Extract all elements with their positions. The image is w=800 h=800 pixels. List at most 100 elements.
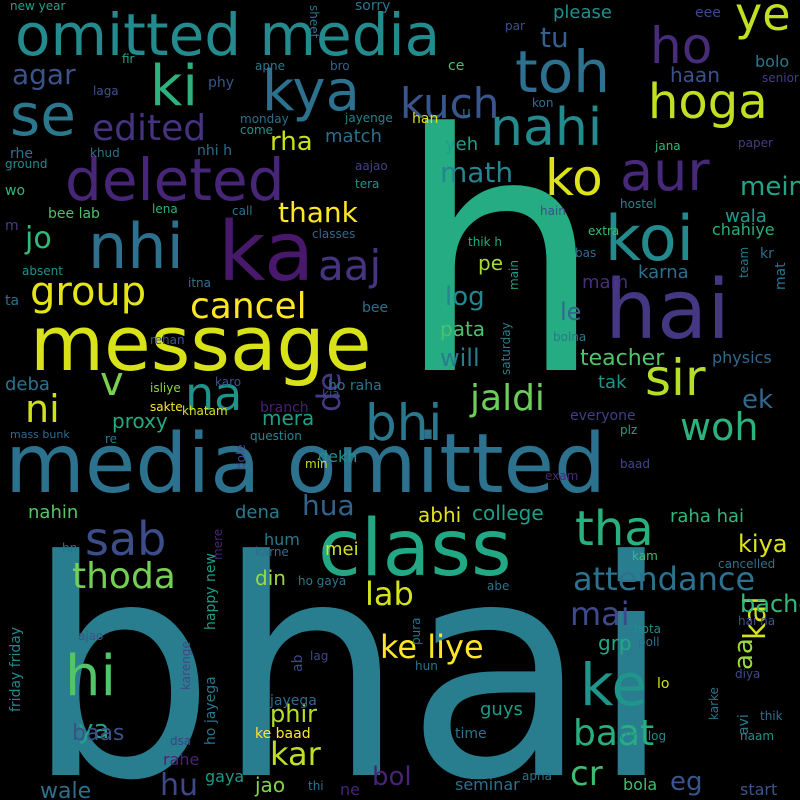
cloud-word: question — [250, 429, 302, 443]
cloud-word: sakte — [150, 400, 183, 414]
cloud-word: karenge — [179, 641, 193, 690]
cloud-word: chahiye — [712, 220, 775, 239]
cloud-word: kar — [270, 735, 322, 773]
cloud-word: saturday — [499, 322, 513, 375]
cloud-word: hoga — [648, 74, 768, 130]
cloud-word: jayenge — [344, 111, 393, 125]
cloud-word: happy new — [203, 553, 219, 630]
cloud-word: wale — [40, 779, 91, 800]
cloud-word: classes — [312, 227, 355, 241]
cloud-word: jayega — [269, 693, 317, 709]
cloud-word: everyone — [570, 408, 636, 424]
cloud-word: phy — [208, 75, 234, 91]
cloud-word: bola — [623, 775, 657, 794]
cloud-word: han — [412, 111, 438, 127]
cloud-word: mass bunk — [10, 428, 70, 441]
cloud-word: toh — [515, 38, 610, 106]
cloud-word: dena — [235, 502, 280, 523]
cloud-word: ka — [218, 205, 314, 300]
cloud-word: hai na — [738, 614, 775, 628]
cloud-word: lena — [152, 202, 178, 216]
cloud-word: ni — [25, 387, 60, 431]
cloud-word: hn — [62, 541, 77, 555]
cloud-word: match — [325, 126, 382, 147]
cloud-word: pura — [409, 617, 423, 645]
cloud-word: ek — [742, 385, 773, 415]
cloud-word: bee — [362, 300, 388, 316]
cloud-word: jao — [254, 773, 285, 797]
cloud-word: tum log — [620, 729, 666, 743]
cloud-word: edited — [92, 108, 206, 149]
cloud-word: bole — [234, 444, 248, 470]
cloud-word: par — [505, 19, 525, 33]
cloud-word: thoda — [72, 556, 176, 597]
cloud-word: kam — [632, 549, 658, 563]
cloud-word: aajao — [355, 159, 388, 173]
cloud-word: cancelled — [718, 557, 775, 571]
cloud-word: mam — [582, 272, 628, 293]
cloud-word: thank — [278, 196, 359, 229]
cloud-word: grp — [598, 631, 632, 655]
cloud-word: proxy — [112, 409, 168, 433]
cloud-word: omitted media — [15, 1, 440, 69]
cloud-word: diya — [735, 667, 760, 681]
cloud-word: nhi h — [197, 143, 232, 159]
cloud-word: bache — [740, 590, 800, 618]
cloud-word: absent — [22, 264, 63, 278]
cloud-word: wala — [725, 206, 767, 227]
cloud-word: kr — [760, 246, 774, 262]
cloud-word: nhi — [88, 210, 184, 283]
cloud-word: ab — [290, 654, 306, 672]
cloud-word: sir — [645, 349, 706, 407]
cloud-word: ne — [340, 780, 360, 799]
cloud-word: bol — [372, 762, 412, 792]
cloud-word: hai — [605, 263, 730, 358]
cloud-word: call — [232, 204, 253, 218]
cloud-word: will — [440, 344, 480, 372]
cloud-word: na — [185, 367, 242, 421]
cloud-word: kia — [322, 387, 340, 401]
cloud-word: hostel — [620, 197, 657, 211]
cloud-word: bolna — [553, 330, 586, 344]
cloud-word: thi — [308, 779, 324, 793]
cloud-word: tera — [355, 177, 379, 191]
cloud-word: sab — [85, 512, 166, 566]
cloud-word: min — [305, 457, 328, 471]
cloud-word: class — [318, 504, 512, 594]
cloud-word: ground — [5, 157, 47, 171]
cloud-word: apne — [255, 59, 285, 73]
cloud-word: ajao — [78, 629, 103, 643]
cloud-word: hain — [540, 204, 566, 218]
cloud-word: teacher — [580, 346, 665, 371]
cloud-word: raha hai — [670, 506, 744, 527]
cloud-word: ho raha — [328, 378, 382, 394]
cloud-word: jana — [654, 139, 681, 153]
cloud-word: agar — [12, 58, 76, 91]
cloud-word: haan — [670, 63, 720, 87]
cloud-word: kiya — [738, 530, 787, 558]
cloud-word: group — [30, 269, 146, 315]
cloud-word: lo — [657, 676, 669, 692]
cloud-word: se — [10, 81, 76, 149]
cloud-word: please — [553, 2, 612, 23]
cloud-word: pe — [478, 251, 503, 275]
cloud-word: senior — [762, 71, 799, 85]
cloud-word: seminar — [455, 775, 520, 794]
cloud-word: mei — [325, 539, 359, 560]
cloud-word: ya — [78, 715, 109, 745]
cloud-word: h — [395, 64, 604, 448]
cloud-word: khatam — [182, 404, 228, 418]
cloud-word: poll — [638, 635, 660, 649]
cloud-word: isliye — [150, 381, 181, 395]
cloud-word: physics — [712, 348, 772, 367]
cloud-word: thik — [760, 709, 783, 723]
cloud-word: lab — [365, 575, 414, 613]
cloud-word: new year — [10, 0, 65, 13]
cloud-word: mai — [570, 595, 630, 633]
cloud-word: tak — [598, 372, 627, 393]
cloud-word: de — [310, 372, 348, 412]
cloud-word: nahi — [490, 98, 602, 158]
